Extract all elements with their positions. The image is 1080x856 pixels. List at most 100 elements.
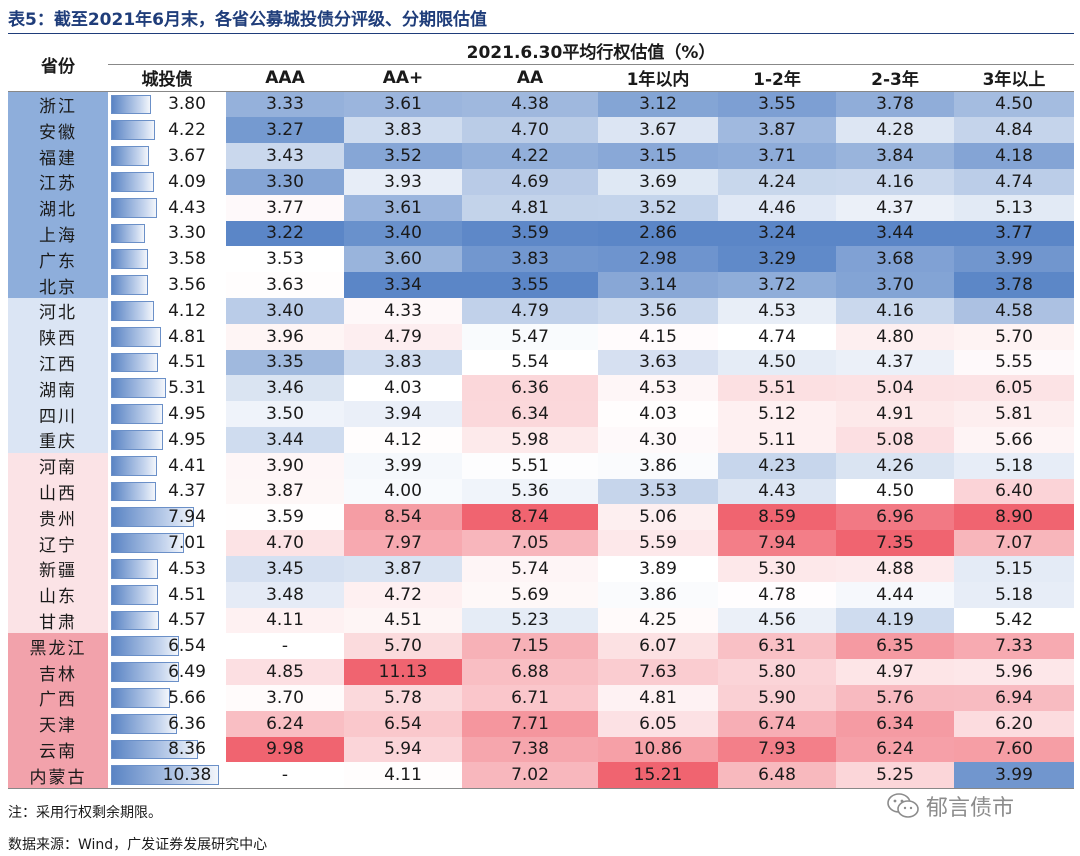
table-row: 北京 3.56 3.63 3.34 3.55 3.14 3.72 3.70 3.78 — [8, 272, 1074, 298]
valuation-cell: 3.59 — [226, 504, 344, 531]
valuation-cell: 4.18 — [954, 143, 1074, 169]
valuation-cell: 5.04 — [836, 375, 954, 402]
valuation-cell: 5.30 — [718, 555, 836, 582]
valuation-cell: 5.18 — [954, 452, 1074, 479]
valuation-cell: 5.42 — [954, 607, 1074, 634]
valuation-cell: 4.79 — [462, 297, 598, 324]
valuation-cell: 4.70 — [462, 117, 598, 144]
valuation-cell: 3.15 — [598, 143, 718, 169]
valuation-cell: 3.78 — [836, 91, 954, 118]
valuation-cell: 4.11 — [344, 762, 462, 790]
valuation-cell: 4.24 — [718, 168, 836, 195]
column-header: 1年以内 — [598, 64, 718, 92]
valuation-cell: 5.15 — [954, 555, 1074, 582]
valuation-cell: 5.81 — [954, 401, 1074, 427]
valuation-cell: 3.69 — [598, 168, 718, 195]
table-row: 山东 4.51 3.48 4.72 5.69 3.86 4.78 4.44 5.18 — [8, 581, 1074, 608]
valuation-cell: 7.38 — [462, 736, 598, 763]
valuation-cell: 4.30 — [598, 426, 718, 453]
valuation-cell: 3.30 — [226, 168, 344, 195]
valuation-cell: 5.80 — [718, 659, 836, 685]
valuation-cell: 4.72 — [344, 581, 462, 608]
valuation-cell: 3.94 — [344, 401, 462, 427]
urban-investment-bond-cell: 4.22 — [108, 117, 226, 143]
valuation-cell: 3.86 — [598, 581, 718, 608]
province-cell: 福建 — [8, 143, 108, 169]
valuation-cell: 3.22 — [226, 220, 344, 247]
valuation-cell: 5.78 — [344, 684, 462, 711]
valuation-cell: 3.44 — [226, 426, 344, 453]
column-header: 2-3年 — [836, 64, 954, 92]
urban-investment-bond-cell: 3.67 — [108, 143, 226, 169]
table-row: 贵州 7.94 3.59 8.54 8.74 5.06 8.59 6.96 8.90 — [8, 504, 1074, 531]
valuation-cell: 5.55 — [954, 349, 1074, 376]
cell-value: 3.30 — [168, 223, 206, 244]
data-bar — [111, 713, 177, 734]
valuation-cell: 6.05 — [598, 710, 718, 737]
valuation-cell: 3.35 — [226, 349, 344, 376]
urban-investment-bond-cell: 4.81 — [108, 324, 226, 350]
cell-value: 10.38 — [162, 765, 212, 786]
data-bar — [111, 326, 161, 347]
cell-value: 4.53 — [168, 558, 206, 579]
valuation-cell: 7.71 — [462, 710, 598, 737]
valuation-cell: 6.71 — [462, 684, 598, 711]
column-header: 3年以上 — [954, 64, 1074, 92]
table-row: 河南 4.41 3.90 3.99 5.51 3.86 4.23 4.26 5.18 — [8, 452, 1074, 479]
table-row: 广西 5.66 3.70 5.78 6.71 4.81 5.90 5.76 6.94 — [8, 684, 1074, 711]
urban-investment-bond-cell: 10.38 — [108, 762, 226, 790]
valuation-cell: 3.53 — [226, 246, 344, 273]
urban-investment-bond-cell: 4.95 — [108, 427, 226, 453]
valuation-cell: 4.53 — [598, 375, 718, 402]
valuation-group-header: 2021.6.30平均行权估值（%） — [108, 38, 1074, 65]
valuation-cell: 4.97 — [836, 659, 954, 685]
valuation-cell: 6.31 — [718, 633, 836, 660]
cell-value: 5.31 — [168, 378, 206, 399]
valuation-cell: 9.98 — [226, 736, 344, 763]
urban-investment-bond-cell: 5.66 — [108, 685, 226, 711]
valuation-cell: 15.21 — [598, 762, 718, 790]
province-cell: 上海 — [8, 220, 108, 247]
data-bar — [111, 662, 179, 682]
valuation-cell: 3.71 — [718, 143, 836, 169]
valuation-cell: 4.23 — [718, 452, 836, 479]
province-cell: 河北 — [8, 297, 108, 324]
table-row: 陕西 4.81 3.96 4.79 5.47 4.15 4.74 4.80 5.70 — [8, 323, 1074, 350]
valuation-cell: 3.70 — [836, 272, 954, 298]
table-row: 湖南 5.31 3.46 4.03 6.36 4.53 5.51 5.04 6.05 — [8, 375, 1074, 402]
table-row: 江苏 4.09 3.30 3.93 4.69 3.69 4.24 4.16 4.74 — [8, 168, 1074, 195]
column-header: AA+ — [344, 64, 462, 92]
province-cell: 四川 — [8, 401, 108, 427]
province-cell: 甘肃 — [8, 607, 108, 634]
cell-value: 3.56 — [168, 275, 206, 296]
cell-value: 4.09 — [168, 171, 206, 192]
cell-value: 7.01 — [168, 533, 206, 554]
table-row: 江西 4.51 3.35 3.83 5.54 3.63 4.50 4.37 5.55 — [8, 349, 1074, 376]
data-bar — [111, 507, 194, 528]
column-header: 1-2年 — [718, 64, 836, 92]
valuation-cell: 6.34 — [462, 401, 598, 427]
valuation-cell: 6.24 — [836, 736, 954, 763]
table-body: 浙江 3.80 3.33 3.61 4.38 3.12 3.55 3.78 4.50 安徽 4.22… — [8, 91, 1074, 790]
table-row: 福建 3.67 3.43 3.52 4.22 3.15 3.71 3.84 4.18 — [8, 143, 1074, 169]
urban-investment-bond-cell: 4.95 — [108, 401, 226, 427]
valuation-cell: 6.74 — [718, 710, 836, 737]
cell-value: 8.36 — [168, 739, 206, 760]
valuation-cell: 3.12 — [598, 91, 718, 118]
table-row: 辽宁 7.01 4.70 7.97 7.05 5.59 7.94 7.35 7.07 — [8, 530, 1074, 556]
valuation-cell: 3.96 — [226, 323, 344, 350]
valuation-cell: 4.84 — [954, 117, 1074, 144]
valuation-cell: 5.18 — [954, 581, 1074, 608]
valuation-cell: 4.26 — [836, 452, 954, 479]
valuation-cell: 8.74 — [462, 504, 598, 531]
valuation-cell: 5.59 — [598, 530, 718, 556]
valuation-cell: 3.61 — [344, 91, 462, 118]
valuation-cell: 4.85 — [226, 659, 344, 685]
cell-value: 7.94 — [168, 507, 206, 528]
valuation-cell: 8.59 — [718, 504, 836, 531]
province-cell: 湖南 — [8, 375, 108, 402]
valuation-cell: 4.11 — [226, 607, 344, 634]
valuation-cell: 3.33 — [226, 91, 344, 118]
valuation-cell: 5.12 — [718, 401, 836, 427]
province-cell: 湖北 — [8, 194, 108, 221]
